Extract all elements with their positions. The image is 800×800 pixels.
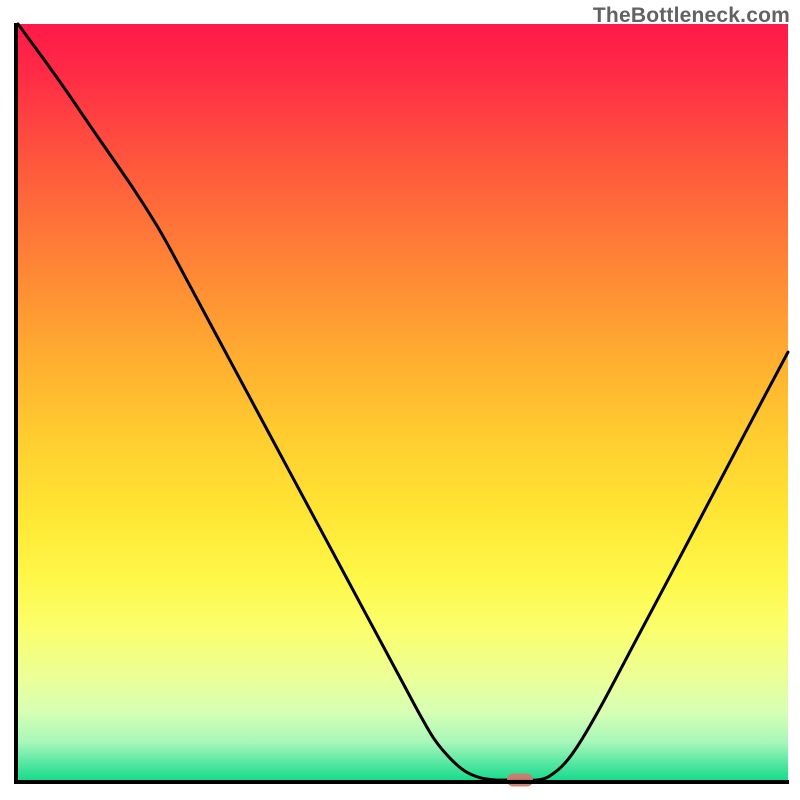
watermark-text: TheBottleneck.com xyxy=(593,4,790,28)
plot-background xyxy=(18,24,788,780)
bottleneck-chart xyxy=(0,0,800,800)
